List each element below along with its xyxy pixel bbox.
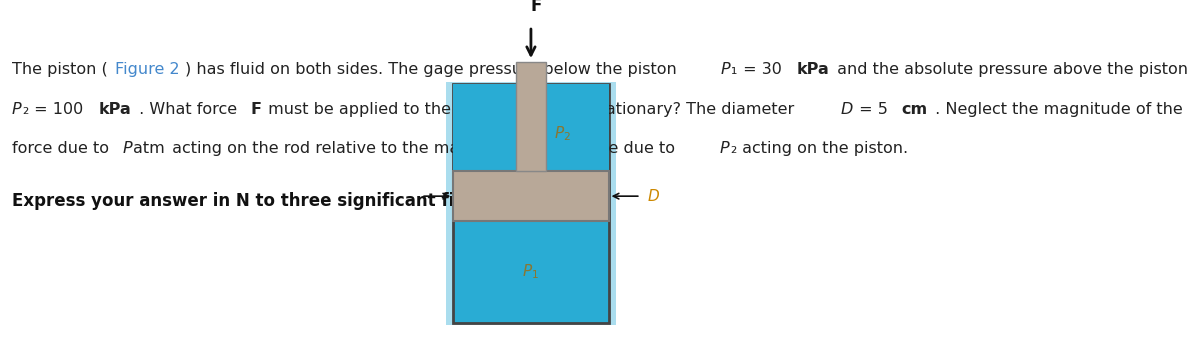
Text: Express your answer in N to three significant figures.: Express your answer in N to three signif… bbox=[12, 192, 514, 210]
Text: = 30: = 30 bbox=[738, 63, 792, 78]
Text: acting on the rod relative to the magnitude of the force due to: acting on the rod relative to the magnit… bbox=[167, 141, 680, 156]
Text: $P_1$: $P_1$ bbox=[522, 262, 539, 281]
Bar bbox=[446, 82, 616, 325]
Text: kPa: kPa bbox=[98, 102, 132, 117]
Text: Figure 2: Figure 2 bbox=[115, 63, 180, 78]
Text: The piston (: The piston ( bbox=[12, 63, 108, 78]
Text: P: P bbox=[720, 141, 730, 156]
Text: must be applied to the piston to keep it stationary? The diameter: must be applied to the piston to keep it… bbox=[263, 102, 799, 117]
Text: $D$: $D$ bbox=[647, 188, 660, 204]
Text: . What force: . What force bbox=[134, 102, 242, 117]
Text: . Neglect the magnitude of the: . Neglect the magnitude of the bbox=[930, 102, 1183, 117]
Text: P: P bbox=[122, 141, 132, 156]
Text: ₁: ₁ bbox=[731, 63, 738, 78]
Bar bbox=[516, 63, 546, 171]
Text: and the absolute pressure above the piston: and the absolute pressure above the pist… bbox=[832, 63, 1188, 78]
Bar bbox=[454, 84, 516, 171]
Text: cm: cm bbox=[902, 102, 928, 117]
Text: force due to: force due to bbox=[12, 141, 114, 156]
Text: ₂: ₂ bbox=[731, 141, 737, 156]
Text: $\mathbf{F}$: $\mathbf{F}$ bbox=[530, 0, 542, 15]
Text: = 100: = 100 bbox=[29, 102, 94, 117]
Text: kPa: kPa bbox=[797, 63, 829, 78]
Text: acting on the piston.: acting on the piston. bbox=[737, 141, 908, 156]
Text: P: P bbox=[12, 102, 22, 117]
Text: atm: atm bbox=[132, 141, 164, 156]
Text: $P_2$: $P_2$ bbox=[554, 124, 571, 143]
Text: ₂: ₂ bbox=[23, 102, 29, 117]
Text: = 5: = 5 bbox=[854, 102, 899, 117]
Text: F: F bbox=[251, 102, 262, 117]
Bar bbox=[546, 84, 608, 171]
Bar bbox=[454, 171, 608, 221]
Bar bbox=[454, 84, 608, 323]
Text: ) has fluid on both sides. The gage pressure below the piston: ) has fluid on both sides. The gage pres… bbox=[185, 63, 682, 78]
Text: P: P bbox=[721, 63, 731, 78]
Text: D: D bbox=[841, 102, 853, 117]
